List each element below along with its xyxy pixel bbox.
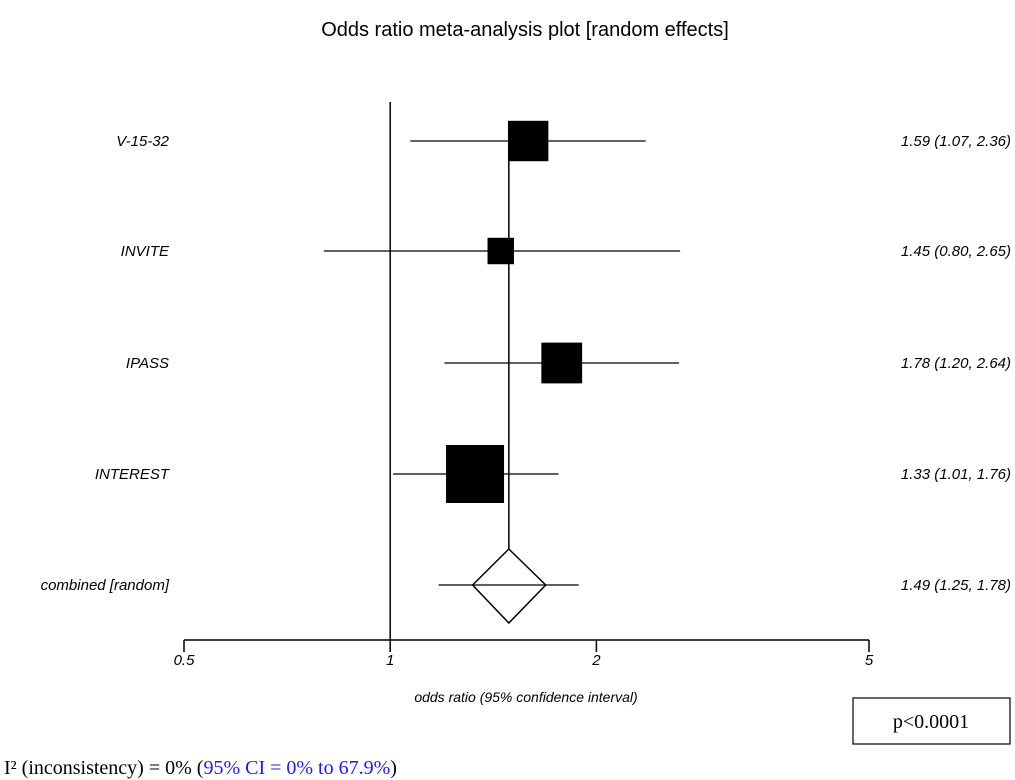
x-axis-tick-label: 0.5 [174,652,196,669]
chart-title: Odds ratio meta-analysis plot [random ef… [321,19,729,41]
plot-area: V-15-32 1.59 (1.07, 2.36) INVITE 1.45 (0.80… [41,102,1011,669]
study-ci-text: 1.78 (1.20, 2.64) [901,355,1011,372]
x-axis-title: odds ratio (95% confidence interval) [414,689,637,705]
study-label: INTEREST [95,466,171,483]
combined-ci-text: 1.49 (1.25, 1.78) [901,577,1011,594]
study-label: IPASS [126,355,169,372]
study-estimate-box [507,120,549,162]
heterogeneity-ci: 95% CI = 0% to 67.9% [203,757,390,779]
study-estimate-box [541,342,583,384]
study-estimate-box [487,237,514,265]
study-estimate-box [446,445,505,503]
p-value-box [852,697,1011,745]
p-value-label: p<0.0001 [893,711,969,733]
x-axis-tick-label: 5 [865,652,874,669]
combined-label: combined [random] [41,577,170,594]
heterogeneity-label: I² (inconsistency) = 0% (95% CI = 0% to … [4,757,397,779]
study-label: V-15-32 [116,133,169,150]
study-ci-text: 1.33 (1.01, 1.76) [901,466,1011,483]
heterogeneity-suffix: ) [390,757,397,779]
study-ci-text: 1.59 (1.07, 2.36) [901,133,1011,150]
x-axis-tick-label: 2 [591,652,601,669]
study-label: INVITE [121,243,170,260]
x-axis-tick-label: 1 [386,652,394,669]
heterogeneity-prefix: I² (inconsistency) = 0% ( [4,757,204,779]
study-ci-text: 1.45 (0.80, 2.65) [901,243,1011,260]
combined-diamond [471,547,547,625]
